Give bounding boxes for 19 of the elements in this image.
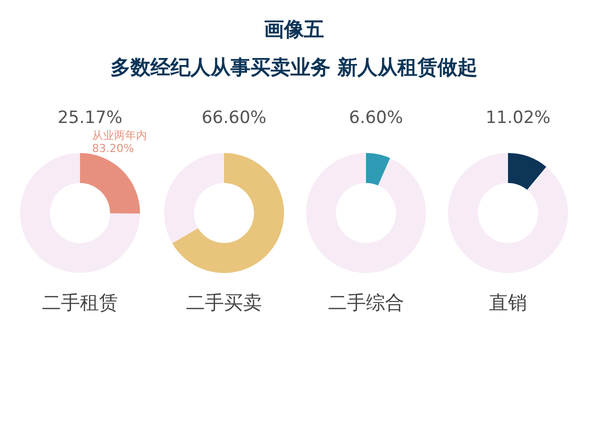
donut-slice bbox=[164, 153, 224, 244]
text: 二手综合 bbox=[328, 292, 404, 314]
donut-slice bbox=[508, 153, 546, 190]
data-label: 6.60% bbox=[348, 108, 404, 128]
donut-slice bbox=[172, 153, 284, 273]
donut-slice bbox=[448, 153, 568, 273]
donut-slice bbox=[306, 153, 426, 273]
donut-slice bbox=[80, 153, 140, 214]
data-label: 25.17% bbox=[58, 108, 122, 128]
text: 直销 bbox=[489, 292, 527, 314]
donut-slice bbox=[366, 153, 390, 186]
text: 从业两年内 83.20% bbox=[92, 129, 147, 155]
donut-slice bbox=[20, 153, 140, 273]
text: 二手租赁 bbox=[42, 292, 118, 314]
data-label: 66.60% bbox=[202, 108, 266, 128]
text: 二手买卖 bbox=[186, 292, 262, 314]
data-label: 11.02% bbox=[486, 108, 550, 128]
text: 多数经纪人从事买卖业务 新人从租赁做起 bbox=[110, 55, 478, 79]
text: 画像五 bbox=[264, 17, 324, 41]
